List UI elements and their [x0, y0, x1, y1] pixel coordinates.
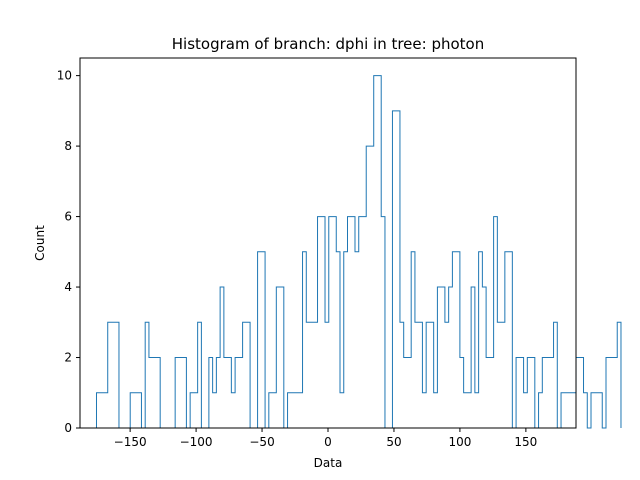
y-tick-label: 4 — [64, 280, 72, 294]
y-tick-label: 6 — [64, 210, 72, 224]
x-tick-label: 0 — [324, 435, 332, 449]
histogram-step-line — [95, 75, 622, 429]
x-tick-label: 100 — [448, 435, 471, 449]
y-tick-label: 8 — [64, 139, 72, 153]
x-tick-label: −100 — [180, 435, 213, 449]
y-tick-label: 0 — [64, 421, 72, 435]
x-axis-ticks: −150 −100 −50 0 50 100 150 — [114, 428, 537, 449]
plot-area — [95, 75, 622, 429]
y-tick-label: 10 — [57, 69, 72, 83]
y-tick-label: 2 — [64, 351, 72, 365]
chart-title: Histogram of branch: dphi in tree: photo… — [172, 35, 484, 53]
x-tick-label: 150 — [514, 435, 537, 449]
x-axis-label: Data — [314, 456, 343, 470]
x-tick-label: 50 — [386, 435, 401, 449]
y-axis-label: Count — [33, 225, 47, 261]
x-tick-label: −150 — [114, 435, 147, 449]
x-tick-label: −50 — [249, 435, 274, 449]
y-axis-ticks: 0 2 4 6 8 10 — [57, 69, 80, 435]
